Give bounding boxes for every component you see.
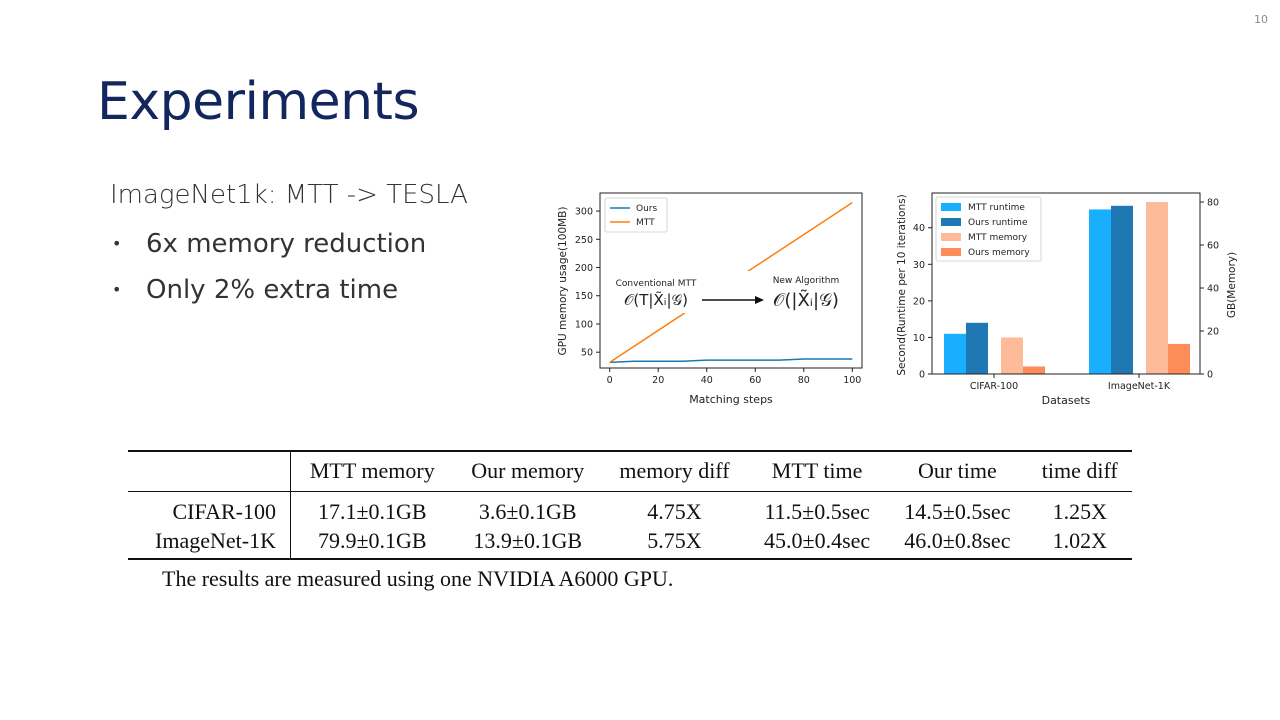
legend-swatch-ours-memory xyxy=(941,248,961,256)
table-cell: 79.9±0.1GB xyxy=(317,527,427,553)
y-tick-label: 200 xyxy=(575,263,593,274)
x-tick-label: 0 xyxy=(607,375,613,386)
x-tick-label: 80 xyxy=(798,375,810,386)
left-y-axis-label: Second(Runtime per 10 iterations) xyxy=(896,194,908,375)
y-tick-label: 250 xyxy=(575,235,593,246)
annotation-background xyxy=(614,271,846,313)
results-table-container: MTT memory Our memory memory diff MTT ti… xyxy=(128,450,1132,560)
column-header: memory diff xyxy=(619,458,730,483)
series-line-ours xyxy=(609,358,853,364)
y-tick-label: 300 xyxy=(575,207,593,218)
table-cell: 1.02X xyxy=(1052,527,1107,553)
table-cell: 13.9±0.1GB xyxy=(473,527,583,553)
table-cell: 11.5±0.5sec xyxy=(764,498,870,524)
bar-ours-memory xyxy=(1023,366,1045,374)
bullet-list: • 6x memory reduction • Only 2% extra ti… xyxy=(110,226,426,318)
right-y-tick-label: 80 xyxy=(1207,198,1219,209)
legend-label-mtt: MTT xyxy=(636,218,655,228)
plot-frame xyxy=(931,192,1201,375)
left-y-tick-label: 0 xyxy=(919,370,925,381)
left-y-tick-label: 20 xyxy=(913,296,925,307)
right-y-axis-label: GB(Memory) xyxy=(1226,252,1238,318)
subtitle: ImageNet1k: MTT -> TESLA xyxy=(110,180,468,210)
new-algorithm-label: New Algorithm xyxy=(773,276,840,286)
runtime-memory-bar-chart: CIFAR-100 ImageNet-1K 0 10 20 30 40 0 20 40 60 80 M… xyxy=(896,192,1238,407)
table-header-row: MTT memory Our memory memory diff MTT ti… xyxy=(128,451,1132,492)
table-cell: 17.1±0.1GB xyxy=(317,498,427,524)
table-row: CIFAR-100 17.1±0.1GB 3.6±0.1GB 4.75X 11.… xyxy=(128,491,1132,526)
conventional-mtt-formula: 𝒪(T|X̃ᵢ|𝒢) xyxy=(624,290,688,309)
bar-ours-runtime xyxy=(1111,205,1133,374)
legend-box xyxy=(604,197,668,233)
legend-box xyxy=(935,196,1042,262)
results-table: MTT memory Our memory memory diff MTT ti… xyxy=(128,450,1132,560)
column-header: MTT time xyxy=(771,458,863,483)
y-tick-label: 100 xyxy=(575,319,593,330)
column-header: Our memory xyxy=(471,458,585,483)
table-corner-cell xyxy=(128,451,291,492)
x-tick-label: 100 xyxy=(843,375,861,386)
column-header: MTT memory xyxy=(309,458,435,483)
plot-frame xyxy=(599,192,863,369)
x-axis-label: Datasets xyxy=(1042,394,1091,407)
left-y-tick-label: 10 xyxy=(913,333,925,344)
x-tick-label: ImageNet-1K xyxy=(1108,381,1171,392)
bullet-dot-icon: • xyxy=(112,234,122,253)
row-header: ImageNet-1K xyxy=(128,526,291,559)
x-tick-label: CIFAR-100 xyxy=(970,381,1018,392)
table-cell: 3.6±0.1GB xyxy=(478,498,577,524)
x-axis-label: Matching steps xyxy=(689,393,773,406)
memory-line-chart: 0 20 40 60 80 100 50 100 150 200 250 300 Convention… xyxy=(557,192,863,406)
bar-mtt-runtime xyxy=(944,333,966,374)
right-y-tick-label: 40 xyxy=(1207,284,1219,295)
right-y-tick-label: 60 xyxy=(1207,241,1219,252)
conventional-mtt-label: Conventional MTT xyxy=(616,279,697,289)
bar-ours-memory xyxy=(1168,343,1190,374)
y-axis-label: GPU memory usage(100MB) xyxy=(557,207,569,356)
table-row: ImageNet-1K 79.9±0.1GB 13.9±0.1GB 5.75X … xyxy=(128,526,1132,559)
table-cell: 14.5±0.5sec xyxy=(904,498,1011,524)
legend-label-ours: Ours xyxy=(636,204,657,214)
table-cell: 45.0±0.4sec xyxy=(764,527,871,553)
legend-label-mtt-runtime: MTT runtime xyxy=(968,203,1025,213)
table-cell: 5.75X xyxy=(647,527,702,553)
legend-label-ours-runtime: Ours runtime xyxy=(968,218,1028,228)
x-tick-label: 20 xyxy=(652,375,664,386)
new-algorithm-formula: 𝒪(|X̃ᵢ|𝒢) xyxy=(773,290,839,311)
bar-mtt-runtime xyxy=(1089,209,1111,374)
column-header: Our time xyxy=(917,458,997,483)
bar-mtt-memory xyxy=(1146,202,1168,374)
y-tick-label: 50 xyxy=(581,348,593,359)
bullet-item: • 6x memory reduction xyxy=(110,226,426,272)
x-tick-label: 60 xyxy=(749,375,761,386)
left-y-tick-label: 30 xyxy=(913,260,925,271)
row-header: CIFAR-100 xyxy=(128,491,291,526)
right-y-tick-label: 20 xyxy=(1207,327,1219,338)
table-cell: 4.75X xyxy=(647,498,702,524)
table-cell: 46.0±0.8sec xyxy=(904,527,1011,553)
bullet-text: Only 2% extra time xyxy=(146,275,399,305)
bullet-text: 6x memory reduction xyxy=(146,229,427,259)
bullet-item: • Only 2% extra time xyxy=(110,272,426,318)
y-tick-label: 150 xyxy=(575,291,593,302)
bar-ours-runtime xyxy=(966,322,988,374)
table-caption: The results are measured using one NVIDI… xyxy=(162,566,674,591)
table-cell: 1.25X xyxy=(1052,498,1107,524)
bullet-dot-icon: • xyxy=(112,280,122,299)
slide-title: Experiments xyxy=(97,72,420,132)
legend-swatch-mtt-runtime xyxy=(941,203,961,211)
x-tick-label: 40 xyxy=(701,375,713,386)
legend-label-mtt-memory: MTT memory xyxy=(968,233,1028,243)
legend-swatch-mtt-memory xyxy=(941,233,961,241)
column-header: time diff xyxy=(1041,458,1118,483)
right-y-tick-label: 0 xyxy=(1207,370,1213,381)
legend-swatch-ours-runtime xyxy=(941,218,961,226)
left-y-tick-label: 40 xyxy=(913,223,925,234)
transition-arrow-head xyxy=(755,296,764,304)
legend-label-ours-memory: Ours memory xyxy=(968,248,1030,258)
slide-number: 10 xyxy=(1254,13,1268,26)
bar-mtt-memory xyxy=(1001,337,1023,374)
